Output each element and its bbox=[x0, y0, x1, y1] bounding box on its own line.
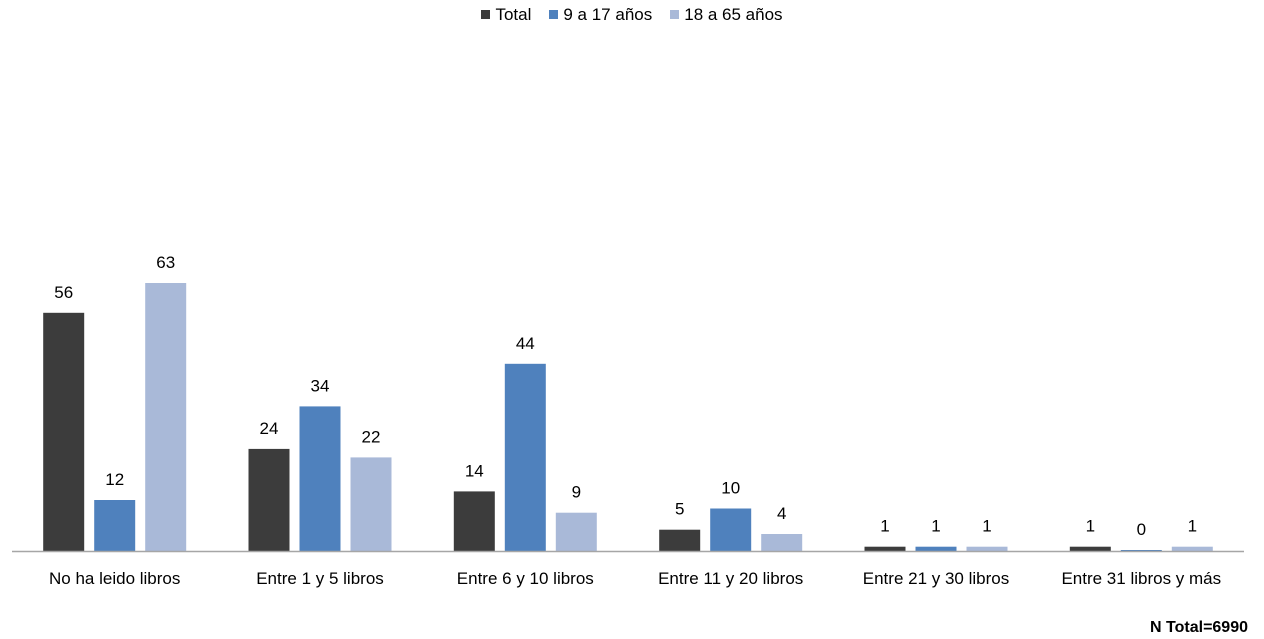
data-label: 1 bbox=[880, 517, 889, 536]
data-label: 1 bbox=[931, 517, 940, 536]
x-tick-label: Entre 6 y 10 libros bbox=[457, 569, 594, 588]
data-label: 1 bbox=[1188, 517, 1197, 536]
bar bbox=[1171, 546, 1213, 551]
bar bbox=[145, 283, 187, 551]
bar bbox=[350, 457, 392, 551]
sample-size-note: N Total=6990 bbox=[1150, 619, 1248, 636]
legend-label: 9 a 17 años bbox=[563, 4, 653, 24]
data-label: 44 bbox=[516, 334, 535, 353]
data-label: 0 bbox=[1137, 520, 1146, 539]
bar bbox=[1069, 546, 1111, 551]
legend-swatch bbox=[670, 10, 680, 19]
data-label: 22 bbox=[362, 427, 381, 446]
data-label: 14 bbox=[465, 461, 484, 480]
x-tick-label: No ha leido libros bbox=[49, 569, 180, 588]
x-tick-label: Entre 1 y 5 libros bbox=[256, 569, 384, 588]
data-label: 4 bbox=[777, 504, 786, 523]
bar bbox=[94, 500, 136, 551]
data-label: 5 bbox=[675, 500, 684, 519]
x-tick-label: Entre 21 y 30 libros bbox=[863, 569, 1009, 588]
bar bbox=[453, 491, 495, 551]
x-tick-label: Entre 11 y 20 libros bbox=[658, 569, 803, 588]
bar bbox=[915, 546, 957, 551]
data-label: 1 bbox=[982, 517, 991, 536]
bar bbox=[1120, 550, 1162, 551]
bar bbox=[504, 363, 546, 551]
bar bbox=[710, 508, 752, 551]
data-label: 12 bbox=[105, 470, 124, 489]
legend-item: 9 a 17 años bbox=[549, 5, 652, 25]
bar bbox=[248, 448, 290, 551]
legend-item: 18 a 65 años bbox=[670, 4, 783, 25]
bar bbox=[555, 512, 597, 551]
legend-swatch bbox=[481, 10, 491, 19]
legend-label: Total bbox=[495, 4, 532, 24]
bar bbox=[966, 546, 1008, 551]
data-label: 56 bbox=[54, 283, 73, 302]
legend-swatch bbox=[549, 10, 559, 19]
bar bbox=[761, 534, 803, 551]
data-label: 34 bbox=[311, 376, 330, 395]
bar bbox=[299, 406, 341, 551]
bar bbox=[864, 546, 906, 551]
legend-item: Total bbox=[481, 5, 531, 25]
data-label: 9 bbox=[572, 483, 581, 502]
x-tick-label: Entre 31 libros y más bbox=[1061, 569, 1221, 588]
data-label: 24 bbox=[260, 419, 279, 438]
legend: Total 9 a 17 años 18 a 65 años bbox=[0, 4, 1264, 25]
data-label: 1 bbox=[1086, 517, 1095, 536]
bar bbox=[659, 529, 701, 551]
data-label: 63 bbox=[156, 253, 175, 272]
data-label: 10 bbox=[721, 479, 740, 498]
bar bbox=[43, 312, 85, 551]
legend-label: 18 a 65 años bbox=[684, 4, 783, 24]
